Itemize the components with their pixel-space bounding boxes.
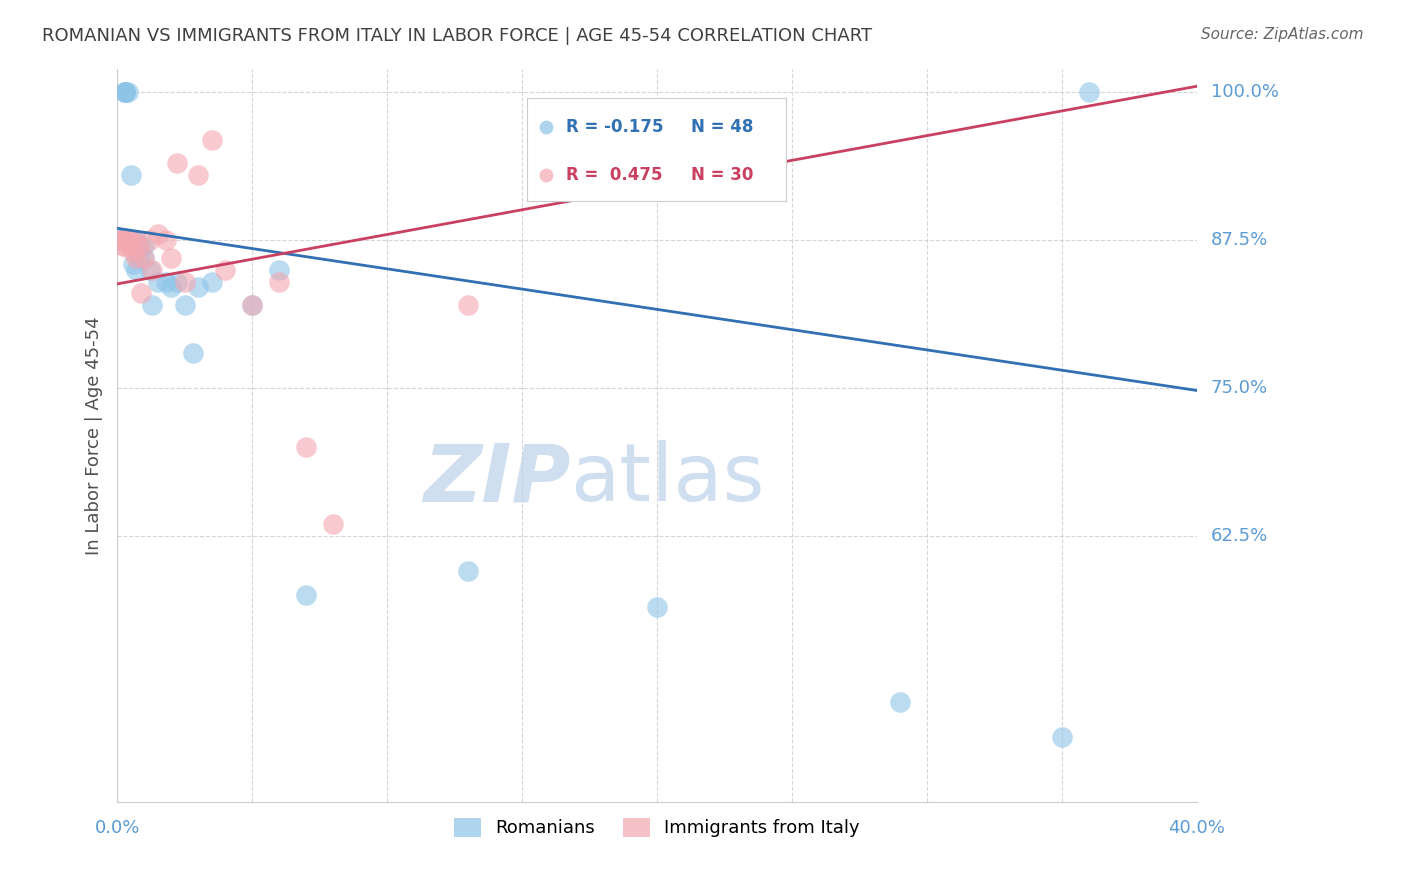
Point — [117, 233, 139, 247]
Point — [111, 233, 134, 247]
Point — [114, 85, 136, 99]
Point — [108, 233, 131, 247]
Text: 100.0%: 100.0% — [1211, 83, 1278, 101]
Legend: Romanians, Immigrants from Italy: Romanians, Immigrants from Italy — [447, 811, 868, 845]
Point — [114, 233, 136, 247]
Point — [114, 85, 136, 99]
Point — [187, 280, 209, 294]
Point — [269, 262, 291, 277]
Point — [122, 257, 145, 271]
Point — [269, 275, 291, 289]
Point — [114, 233, 136, 247]
Point — [201, 132, 224, 146]
Point — [120, 233, 142, 247]
Text: 0.0%: 0.0% — [94, 819, 139, 837]
Point — [111, 233, 134, 247]
Point — [141, 298, 163, 312]
Point — [166, 275, 188, 289]
Point — [108, 233, 131, 247]
Point — [131, 286, 153, 301]
Text: 75.0%: 75.0% — [1211, 379, 1268, 397]
Point — [108, 233, 131, 247]
Point — [160, 251, 183, 265]
Point — [125, 233, 148, 247]
Point — [117, 233, 139, 247]
Point — [173, 298, 195, 312]
Point — [117, 233, 139, 247]
Point — [111, 233, 134, 247]
Point — [457, 298, 479, 312]
Point — [114, 239, 136, 253]
Point — [120, 168, 142, 182]
Point — [240, 298, 263, 312]
Point — [134, 251, 156, 265]
Point — [889, 695, 911, 709]
Point — [111, 239, 134, 253]
Point — [138, 262, 160, 277]
Point — [111, 233, 134, 247]
Point — [181, 345, 204, 359]
Point — [120, 239, 142, 253]
Text: Source: ZipAtlas.com: Source: ZipAtlas.com — [1201, 27, 1364, 42]
Point — [128, 239, 150, 253]
Point — [128, 239, 150, 253]
Point — [122, 233, 145, 247]
Point — [111, 233, 134, 247]
Point — [146, 275, 169, 289]
Text: 40.0%: 40.0% — [1168, 819, 1225, 837]
Point — [114, 85, 136, 99]
Point — [120, 233, 142, 247]
Text: ROMANIAN VS IMMIGRANTS FROM ITALY IN LABOR FORCE | AGE 45-54 CORRELATION CHART: ROMANIAN VS IMMIGRANTS FROM ITALY IN LAB… — [42, 27, 872, 45]
Point — [122, 244, 145, 259]
Point — [125, 262, 148, 277]
Point — [111, 233, 134, 247]
Point — [173, 275, 195, 289]
Point — [138, 233, 160, 247]
Point — [1050, 730, 1073, 744]
Point — [240, 298, 263, 312]
Point — [166, 156, 188, 170]
Point — [645, 599, 668, 614]
Y-axis label: In Labor Force | Age 45-54: In Labor Force | Age 45-54 — [86, 316, 103, 555]
Point — [128, 251, 150, 265]
Point — [214, 262, 236, 277]
Text: atlas: atlas — [571, 441, 765, 518]
Point — [117, 85, 139, 99]
Point — [114, 233, 136, 247]
Point — [155, 233, 177, 247]
Point — [117, 233, 139, 247]
Point — [322, 517, 344, 532]
Text: ZIP: ZIP — [423, 441, 571, 518]
Text: 62.5%: 62.5% — [1211, 527, 1268, 545]
Point — [134, 239, 156, 253]
Point — [117, 233, 139, 247]
Point — [457, 565, 479, 579]
Point — [1077, 85, 1099, 99]
Point — [155, 275, 177, 289]
Point — [146, 227, 169, 242]
Point — [201, 275, 224, 289]
Point — [122, 233, 145, 247]
Point — [125, 233, 148, 247]
Point — [134, 251, 156, 265]
Point — [160, 280, 183, 294]
Point — [108, 233, 131, 247]
Point — [295, 588, 318, 602]
Text: 87.5%: 87.5% — [1211, 231, 1268, 249]
Point — [114, 85, 136, 99]
Point — [141, 262, 163, 277]
Point — [295, 440, 318, 454]
Point — [125, 251, 148, 265]
Point — [120, 233, 142, 247]
Point — [187, 168, 209, 182]
